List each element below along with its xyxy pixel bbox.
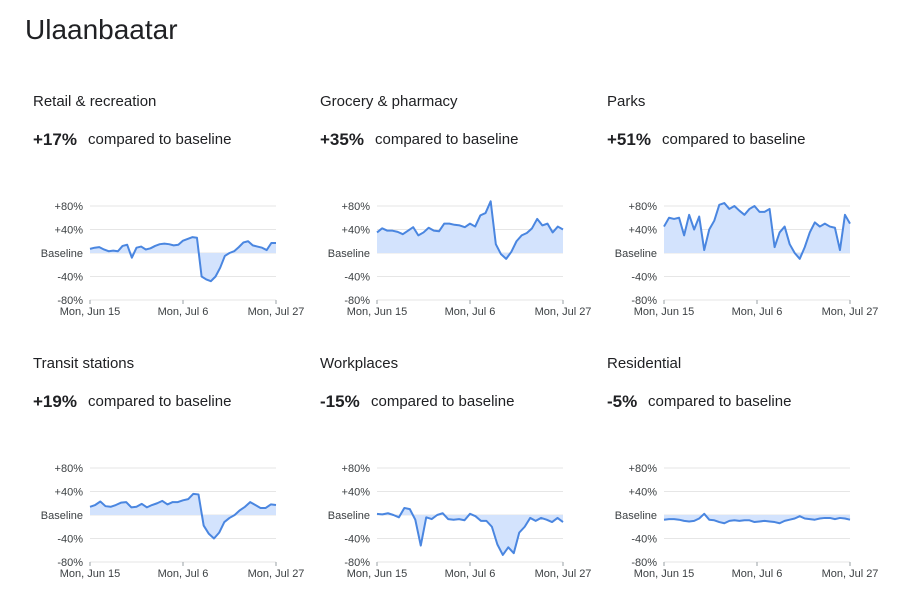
y-tick-label: Baseline xyxy=(41,248,83,260)
chart-panel: Retail & recreation +17% compared to basel… xyxy=(33,93,318,353)
area-fill xyxy=(90,237,276,282)
change-value: +51% xyxy=(607,130,651,149)
y-tick-label: +80% xyxy=(55,463,84,475)
x-tick-label: Mon, Jul 27 xyxy=(248,306,305,318)
y-tick-label: -80% xyxy=(631,295,657,307)
chart-panel: Grocery & pharmacy +35% compared to baseli… xyxy=(320,93,605,353)
series-line xyxy=(663,202,851,260)
chart-title: Residential xyxy=(607,355,682,372)
y-tick-label: Baseline xyxy=(615,510,657,522)
y-tick-label: +80% xyxy=(342,463,371,475)
x-tick-label: Mon, Jun 15 xyxy=(634,568,695,580)
x-tick-label: Mon, Jul 6 xyxy=(158,306,209,318)
area-fill xyxy=(377,507,563,555)
y-tick-label: -80% xyxy=(344,295,370,307)
x-tick-label: Mon, Jul 6 xyxy=(445,306,496,318)
x-tick-label: Mon, Jun 15 xyxy=(60,306,121,318)
chart-title: Retail & recreation xyxy=(33,93,157,110)
x-tick-label: Mon, Jul 6 xyxy=(445,568,496,580)
y-tick-label: +40% xyxy=(629,487,658,499)
comparison-label: compared to baseline xyxy=(88,131,232,148)
x-tick-label: Mon, Jun 15 xyxy=(347,306,408,318)
comparison-label: compared to baseline xyxy=(88,393,232,410)
comparison-label: compared to baseline xyxy=(371,393,515,410)
area-fill xyxy=(377,201,563,259)
page-title: Ulaanbaatar xyxy=(25,14,178,45)
comparison-label: compared to baseline xyxy=(662,131,806,148)
chart-title: Workplaces xyxy=(320,355,399,372)
y-tick-label: +80% xyxy=(342,201,371,213)
chart-panel: Transit stations +19% compared to baseline… xyxy=(33,355,318,615)
area-fill xyxy=(664,203,850,259)
y-tick-label: +40% xyxy=(342,225,371,237)
y-tick-label: +80% xyxy=(55,201,84,213)
comparison-label: compared to baseline xyxy=(375,131,519,148)
y-tick-label: -40% xyxy=(344,534,370,546)
x-tick-label: Mon, Jun 15 xyxy=(60,568,121,580)
chart-svg: +80% +40% Baseline -40% -80%Mon, Jun 15 Mon, … xyxy=(615,463,879,580)
y-tick-label: Baseline xyxy=(41,510,83,522)
x-tick-label: Mon, Jul 27 xyxy=(822,306,879,318)
series-line xyxy=(376,506,564,556)
x-tick-label: Mon, Jul 27 xyxy=(822,568,879,580)
series-line xyxy=(89,236,276,283)
series-line xyxy=(663,512,851,525)
change-value: +17% xyxy=(33,130,77,149)
series-line xyxy=(89,492,277,540)
x-tick-label: Mon, Jul 27 xyxy=(535,568,592,580)
x-tick-label: Mon, Jul 6 xyxy=(158,568,209,580)
chart-title: Parks xyxy=(607,93,646,110)
y-tick-label: -40% xyxy=(57,272,83,284)
area-fill xyxy=(664,513,850,524)
chart-panel: Workplaces -15% compared to baseline +80% +4… xyxy=(320,355,605,615)
x-tick-label: Mon, Jul 27 xyxy=(248,568,305,580)
x-tick-label: Mon, Jun 15 xyxy=(347,568,408,580)
series-line xyxy=(376,200,564,260)
y-tick-label: +80% xyxy=(629,201,658,213)
chart-panel: Parks +51% compared to baseline +80% +40% Bas… xyxy=(607,93,892,353)
x-tick-label: Mon, Jul 6 xyxy=(732,568,783,580)
y-tick-label: +80% xyxy=(629,463,658,475)
y-tick-label: -40% xyxy=(631,534,657,546)
chart-svg: +80% +40% Baseline -40% -80%Mon, Jun 15 Mon, … xyxy=(615,201,879,318)
chart-title: Grocery & pharmacy xyxy=(320,93,458,110)
x-tick-label: Mon, Jul 6 xyxy=(732,306,783,318)
change-value: -15% xyxy=(320,392,360,411)
change-value: +35% xyxy=(320,130,364,149)
chart-svg: +80% +40% Baseline -40% -80%Mon, Jun 15 Mon, … xyxy=(41,201,305,318)
y-tick-label: -80% xyxy=(631,557,657,569)
y-tick-label: -80% xyxy=(57,557,83,569)
area-fill xyxy=(90,493,276,539)
chart-title: Transit stations xyxy=(33,355,135,372)
y-tick-label: Baseline xyxy=(328,248,370,260)
chart-svg: +80% +40% Baseline -40% -80%Mon, Jun 15 Mon, … xyxy=(41,463,305,580)
chart-svg: +80% +40% Baseline -40% -80%Mon, Jun 15 Mon, … xyxy=(328,463,592,580)
y-tick-label: +40% xyxy=(55,225,84,237)
chart-panel: Residential -5% compared to baseline +80% +4… xyxy=(607,355,892,615)
y-tick-label: -40% xyxy=(57,534,83,546)
x-tick-label: Mon, Jun 15 xyxy=(634,306,695,318)
change-value: -5% xyxy=(607,392,638,411)
y-tick-label: Baseline xyxy=(328,510,370,522)
comparison-label: compared to baseline xyxy=(648,393,792,410)
y-tick-label: -80% xyxy=(57,295,83,307)
y-tick-label: -40% xyxy=(631,272,657,284)
y-tick-label: Baseline xyxy=(615,248,657,260)
y-tick-label: +40% xyxy=(629,225,658,237)
y-tick-label: -40% xyxy=(344,272,370,284)
change-value: +19% xyxy=(33,392,77,411)
chart-svg: +80% +40% Baseline -40% -80%Mon, Jun 15 Mon, … xyxy=(328,200,592,318)
x-tick-label: Mon, Jul 27 xyxy=(535,306,592,318)
y-tick-label: -80% xyxy=(344,557,370,569)
y-tick-label: +40% xyxy=(342,487,371,499)
y-tick-label: +40% xyxy=(55,487,84,499)
